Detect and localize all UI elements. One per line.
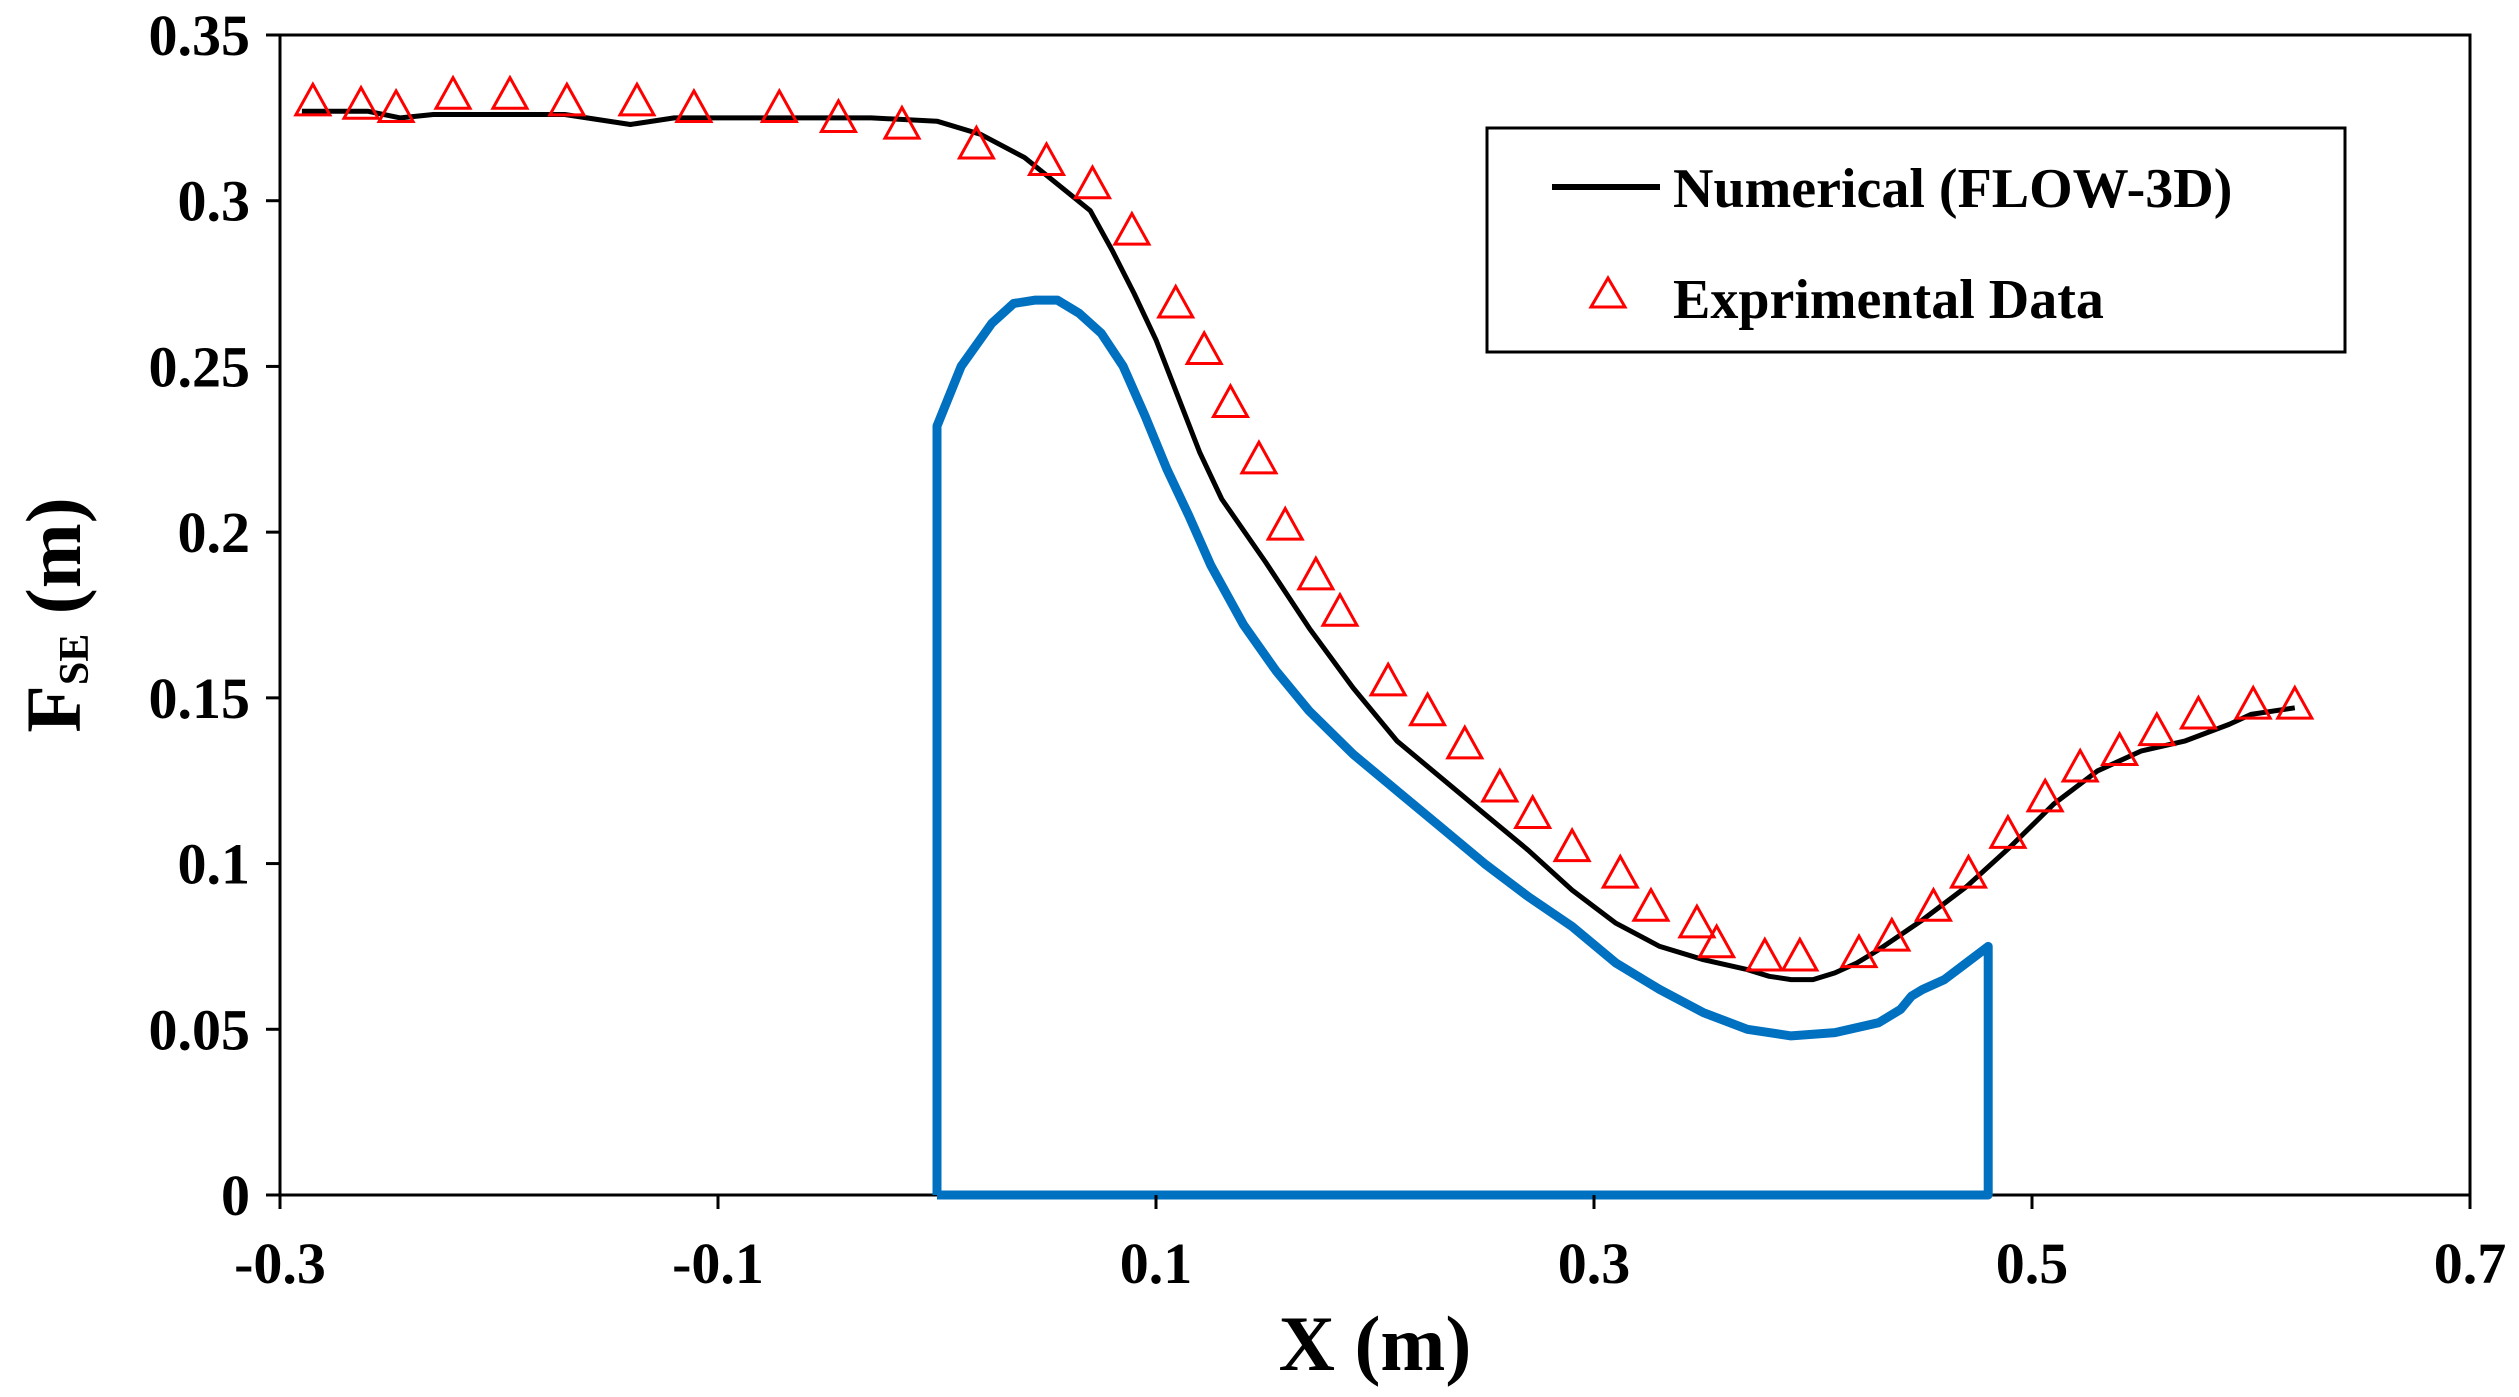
experimental-point — [433, 74, 473, 110]
x-tick-label: -0.1 — [672, 1231, 764, 1296]
experimental-point — [1697, 923, 1737, 959]
experimental-point — [674, 87, 714, 124]
experimental-point — [341, 84, 381, 120]
experimental-point — [1112, 210, 1152, 246]
x-tick-label: 0.5 — [1996, 1231, 2069, 1296]
series-layer — [293, 74, 2315, 1200]
x-tick-label: 0.3 — [1558, 1231, 1631, 1296]
experimental-point — [1296, 555, 1336, 591]
experimental-point — [1839, 932, 1879, 969]
legend: Numerical (FLOW-3D) Exprimental Data — [1485, 126, 2347, 354]
experimental-point — [2025, 777, 2065, 813]
axes-layer: -0.3 -0.1 0.1 0.3 0.5 0.7 0 0.05 0.1 0.15 0.2 0.25 0… — [149, 3, 2507, 1296]
experimental-point — [1552, 826, 1592, 863]
experimental-point — [2100, 730, 2140, 766]
experimental-point — [1600, 853, 1640, 889]
legend-triangle-swatch — [1588, 275, 1628, 309]
experimental-point — [1072, 164, 1113, 200]
experimental-point — [882, 104, 922, 140]
legend-box — [1485, 126, 2347, 354]
experimental-point — [1408, 691, 1448, 727]
y-tick-label: 0.1 — [178, 832, 251, 897]
experimental-point — [1913, 886, 1953, 922]
experimental-point — [1780, 936, 1820, 972]
legend-label-experimental: Exprimental Data — [1673, 269, 2104, 331]
experimental-point — [2233, 684, 2273, 720]
experimental-point — [2060, 747, 2100, 783]
experimental-point — [2275, 684, 2315, 720]
experimental-point — [617, 81, 657, 117]
experimental-point — [1872, 916, 1912, 952]
y-tick-label: 0.35 — [149, 3, 251, 68]
y-axis-title-unit: (m) — [10, 497, 97, 633]
experimental-point — [1988, 813, 2028, 849]
legend-label-numerical: Numerical (FLOW-3D) — [1673, 158, 2232, 220]
experimental-point — [1026, 140, 1067, 177]
x-tick-label: -0.3 — [234, 1231, 326, 1296]
experimental-point — [1320, 591, 1360, 627]
experimental-point — [1156, 283, 1196, 319]
experimental-point — [2137, 710, 2177, 747]
experimental-point — [1745, 936, 1785, 972]
y-tick-label: 0.15 — [149, 666, 251, 731]
experimental-point — [1631, 886, 1671, 922]
experimental-point — [1368, 661, 1408, 697]
y-axis-title: FSE (m) — [10, 497, 98, 732]
experimental-point — [1210, 382, 1251, 418]
experimental-point — [1948, 853, 1989, 889]
experimental-point — [1677, 903, 1717, 939]
experimental-point — [2178, 694, 2218, 730]
y-tick-label: 0.3 — [178, 169, 251, 234]
y-axis-title-subscript: SE — [52, 634, 98, 685]
x-tick-label: 0.7 — [2434, 1231, 2507, 1296]
experimental-point — [759, 87, 799, 124]
x-tick-label: 0.1 — [1120, 1231, 1193, 1296]
experimental-point — [956, 124, 996, 160]
experimental-point — [293, 81, 333, 117]
y-axis-title-main: F — [10, 685, 97, 733]
y-tick-label: 0.05 — [149, 997, 251, 1062]
y-tick-label: 0.25 — [149, 334, 251, 399]
series-numerical-line — [301, 108, 2296, 983]
y-tick-label: 0 — [221, 1163, 250, 1228]
experimental-point — [818, 97, 858, 133]
experimental-point — [1265, 505, 1305, 541]
experimental-point — [376, 87, 416, 124]
experimental-point — [547, 81, 587, 117]
experimental-point — [490, 74, 530, 110]
experimental-point — [1480, 767, 1520, 803]
experimental-point — [1513, 793, 1553, 829]
x-axis-title: X (m) — [1279, 1300, 1472, 1387]
experimental-point — [1239, 439, 1279, 475]
series-bed-profile — [932, 295, 1993, 1200]
experimental-point — [1445, 724, 1485, 760]
experimental-point — [1184, 329, 1224, 365]
y-tick-label: 0.2 — [178, 500, 251, 565]
